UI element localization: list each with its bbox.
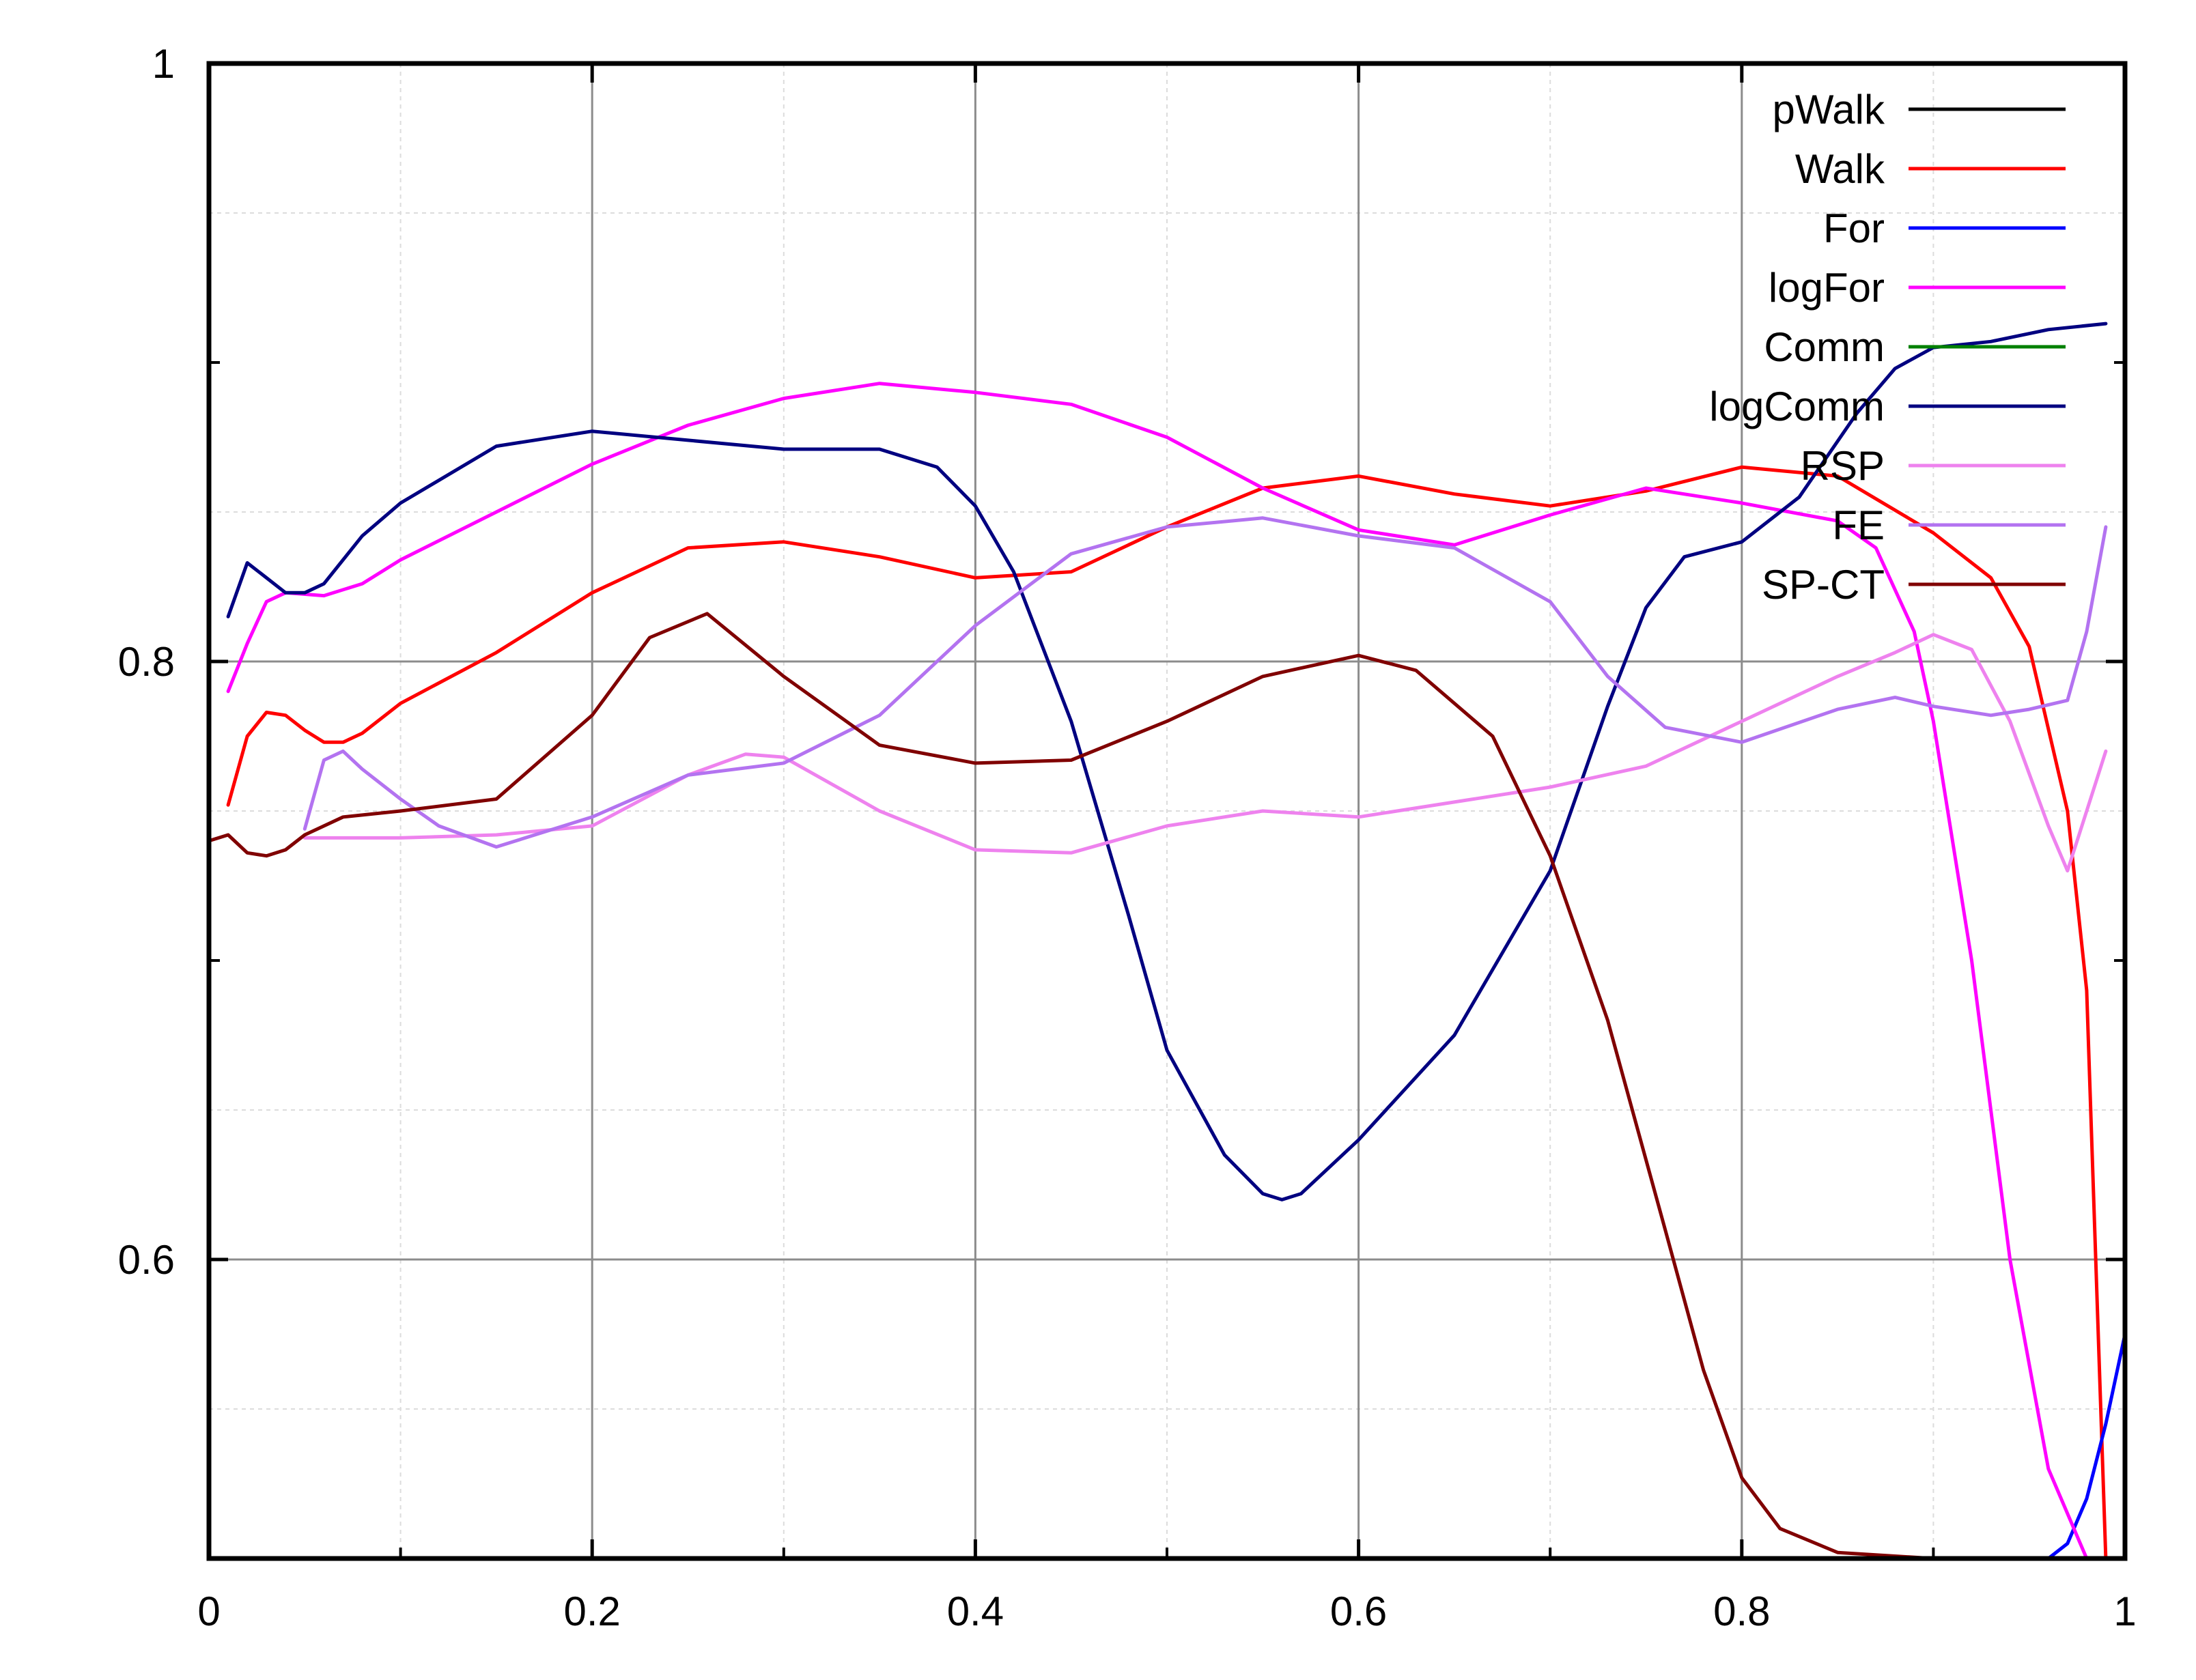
legend: pWalk Walk For logFor Comm logComm RSP FE SP-CT bbox=[1709, 87, 2066, 608]
series-line-walk bbox=[226, 465, 2108, 1561]
series-line-rsp bbox=[302, 633, 2108, 873]
x-tick-label: 0 bbox=[197, 1589, 220, 1634]
legend-label: Walk bbox=[1795, 146, 1885, 192]
series-line-sp-ct bbox=[207, 612, 2127, 1561]
y-tick-label: 0.6 bbox=[118, 1237, 175, 1283]
series-line-logcomm bbox=[226, 322, 2108, 1201]
grid-lines bbox=[209, 63, 2125, 1558]
axis-ticks: 0 0.2 0.4 0.6 0.8 1 0.6 0.8 1 bbox=[118, 41, 2137, 1634]
legend-label: logFor bbox=[1769, 265, 1885, 311]
x-tick-label: 1 bbox=[2113, 1589, 2136, 1634]
x-tick-label: 0.8 bbox=[1713, 1589, 1770, 1634]
x-tick-label: 0.2 bbox=[563, 1589, 620, 1634]
y-tick-label: 0.8 bbox=[118, 639, 175, 685]
legend-label: pWalk bbox=[1773, 87, 1885, 132]
x-tick-label: 0.4 bbox=[947, 1589, 1004, 1634]
legend-label: logComm bbox=[1709, 384, 1885, 429]
legend-label: SP-CT bbox=[1762, 562, 1885, 608]
legend-label: FE bbox=[1832, 502, 1885, 548]
legend-label: RSP bbox=[1801, 443, 1885, 489]
series-line-fe bbox=[302, 516, 2108, 849]
legend-label: Comm bbox=[1764, 324, 1885, 370]
y-tick-label: 1 bbox=[152, 41, 175, 87]
x-tick-label: 0.6 bbox=[1330, 1589, 1387, 1634]
series-line-logfor bbox=[226, 382, 2089, 1561]
legend-label: For bbox=[1823, 205, 1885, 251]
